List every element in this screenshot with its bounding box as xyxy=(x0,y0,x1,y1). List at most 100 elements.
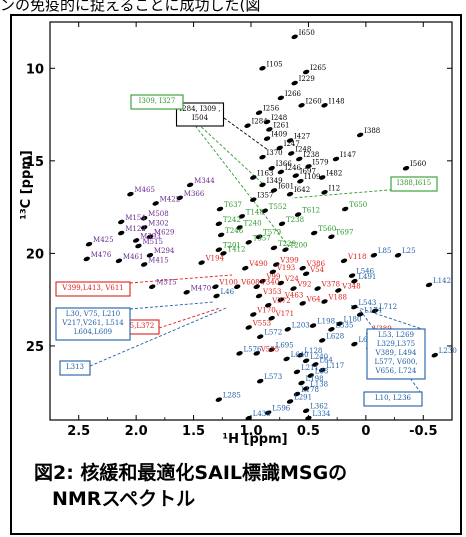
peak-marker xyxy=(319,367,326,373)
peak-label: V535 xyxy=(260,345,279,353)
previous-text-fragment: ンの免疫的に捉えることに成功した(図 xyxy=(0,0,261,12)
annotation-leader xyxy=(182,109,291,249)
peak-marker xyxy=(198,260,205,265)
peak-marker xyxy=(425,282,433,288)
peak-label: T148 xyxy=(246,208,264,216)
peak-marker xyxy=(118,219,125,225)
peak-marker xyxy=(351,341,358,347)
peak-label: V64 xyxy=(306,295,322,303)
peak-marker xyxy=(268,165,275,171)
peak-marker xyxy=(314,286,321,291)
peak-label: V608 xyxy=(240,279,259,287)
peak-label: V372 xyxy=(271,297,290,305)
peak-marker xyxy=(284,327,291,332)
axes: 2.5 2.0 1.5 1.0 0.5 0 -0.5 10 15 20 25 xyxy=(26,21,453,439)
peak-marker xyxy=(348,273,356,278)
peak-label: I579 xyxy=(312,158,328,166)
peak-label: M344 xyxy=(194,177,215,185)
y-tick-label: 20 xyxy=(26,247,44,262)
y-axis-label: ¹³C [ppm] xyxy=(19,150,34,220)
peak-label: L435 xyxy=(253,410,271,418)
peak-marker xyxy=(277,95,285,101)
peak-marker xyxy=(245,240,252,245)
peak-label: I12 xyxy=(329,184,341,192)
peak-label: L240 xyxy=(310,353,328,361)
peak-label: L640 xyxy=(291,351,309,359)
peak-label: V490 xyxy=(248,260,267,268)
peak-label: I147 xyxy=(340,151,356,159)
peak-marker xyxy=(402,165,410,171)
peak-marker xyxy=(288,151,295,156)
peak-marker xyxy=(245,415,252,421)
peak-marker xyxy=(152,201,159,206)
peak-marker xyxy=(215,221,223,227)
peak-label: L334 xyxy=(312,410,331,418)
peak-marker xyxy=(302,69,310,75)
peak-marker xyxy=(312,362,319,367)
peak-label: V353 xyxy=(262,288,281,296)
peak-marker xyxy=(257,378,264,384)
peak-marker xyxy=(299,301,306,306)
peak-label: I697 xyxy=(300,168,316,176)
annotation-box-text: L313 xyxy=(66,363,84,371)
peak-label: T357 xyxy=(253,234,271,242)
peak-label: V386 xyxy=(306,260,326,268)
peak-label: T579 xyxy=(263,229,281,237)
peak-marker xyxy=(332,156,340,162)
peak-label: M302 xyxy=(148,219,169,227)
peak-marker xyxy=(268,315,275,321)
annotation-box-frame xyxy=(59,360,91,376)
peak-label: L291 xyxy=(294,393,312,401)
peak-label: I248 xyxy=(295,145,311,153)
peak-marker xyxy=(83,256,90,262)
peak-label: V92 xyxy=(296,281,311,289)
peak-label: T242 xyxy=(223,216,241,224)
peak-marker xyxy=(277,169,285,175)
peak-marker xyxy=(234,284,241,289)
peak-marker xyxy=(371,308,379,314)
peak-label: I148 xyxy=(329,97,345,105)
peak-label: V99 xyxy=(265,273,280,281)
peak-label: L628 xyxy=(326,332,344,340)
y-tick-label: 25 xyxy=(26,340,44,355)
peak-label: L180 xyxy=(343,316,361,324)
peak-marker xyxy=(319,338,326,343)
peak-label: L573 xyxy=(264,373,282,381)
peak-marker xyxy=(132,238,140,243)
peak-label: T637 xyxy=(224,201,242,209)
peak-marker xyxy=(85,241,93,247)
peak-label: V118 xyxy=(347,253,366,261)
peak-label: I246 xyxy=(285,164,302,172)
peak-label: T200 xyxy=(289,242,307,250)
annotation-box: I284, I309 ,I504 xyxy=(175,102,225,127)
peak-marker xyxy=(298,103,305,108)
peak-marker xyxy=(220,251,227,256)
peak-label: V193 xyxy=(276,264,295,272)
peak-marker xyxy=(270,188,278,193)
peak-label: L25 xyxy=(402,247,416,255)
peak-marker xyxy=(245,325,252,330)
peak-marker xyxy=(176,195,183,201)
peak-marker xyxy=(217,232,225,238)
peak-marker xyxy=(273,262,280,267)
annotation-box-frame xyxy=(390,176,438,192)
peak-label: L64 xyxy=(319,356,333,364)
peak-label: I266 xyxy=(285,90,302,98)
peak-label: I560 xyxy=(410,160,426,168)
peak-label: L46 xyxy=(221,288,235,296)
annotation-box-text: V275,L372 xyxy=(115,322,155,330)
x-tick-label: -0.5 xyxy=(409,424,437,439)
peak-label: M154 xyxy=(125,214,146,222)
peak-label: I601 xyxy=(278,182,294,190)
peak-label: V348 xyxy=(341,282,360,290)
peak-label: I370 xyxy=(266,149,282,157)
peak-label: I650 xyxy=(299,29,315,37)
peak-label: M422 xyxy=(160,195,181,203)
peak-marker xyxy=(255,234,263,240)
peak-marker xyxy=(351,278,358,284)
peak-label: I261 xyxy=(273,121,289,129)
peak-marker xyxy=(351,304,358,310)
peak-marker xyxy=(356,132,364,138)
peak-marker xyxy=(370,252,378,258)
